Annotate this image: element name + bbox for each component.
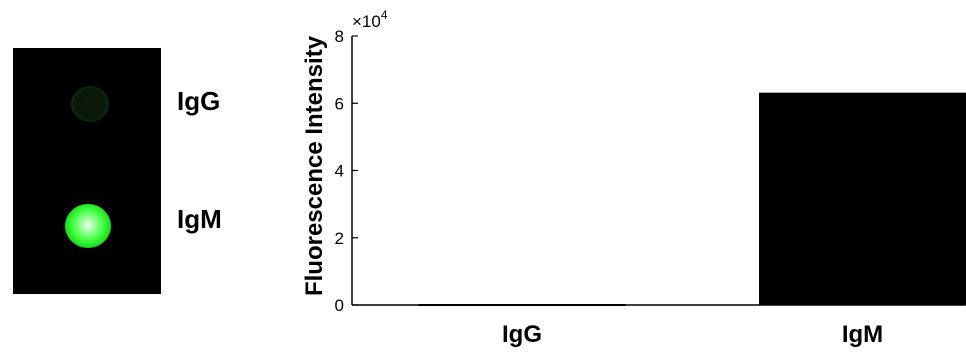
y-tick-label: 8 <box>335 27 344 46</box>
bar-igg <box>418 303 626 306</box>
y-tick-label: 2 <box>335 229 344 248</box>
y-tick-label: 0 <box>335 296 344 315</box>
igm-spot-label: IgM <box>177 204 222 234</box>
bars <box>418 92 966 306</box>
y-tick-label: 6 <box>335 94 344 113</box>
y-axis-title: Fluorescence Intensity <box>301 35 328 296</box>
y-tick-label: 4 <box>335 162 344 181</box>
x-tick-label: IgM <box>842 321 883 348</box>
igg-spot-label: IgG <box>177 86 221 116</box>
igm-spot <box>65 204 111 248</box>
bar-igm <box>759 92 966 306</box>
y-exponent-base: ×10 <box>352 12 381 31</box>
y-ticks: 0 2 4 6 8 <box>335 27 358 315</box>
igg-spot <box>71 86 109 122</box>
y-exponent-power: 4 <box>381 8 388 22</box>
fluorescence-image <box>13 48 161 294</box>
x-tick-labels: IgG IgM <box>502 321 883 348</box>
x-tick-label: IgG <box>502 321 542 348</box>
y-exponent-label: ×104 <box>352 8 388 31</box>
